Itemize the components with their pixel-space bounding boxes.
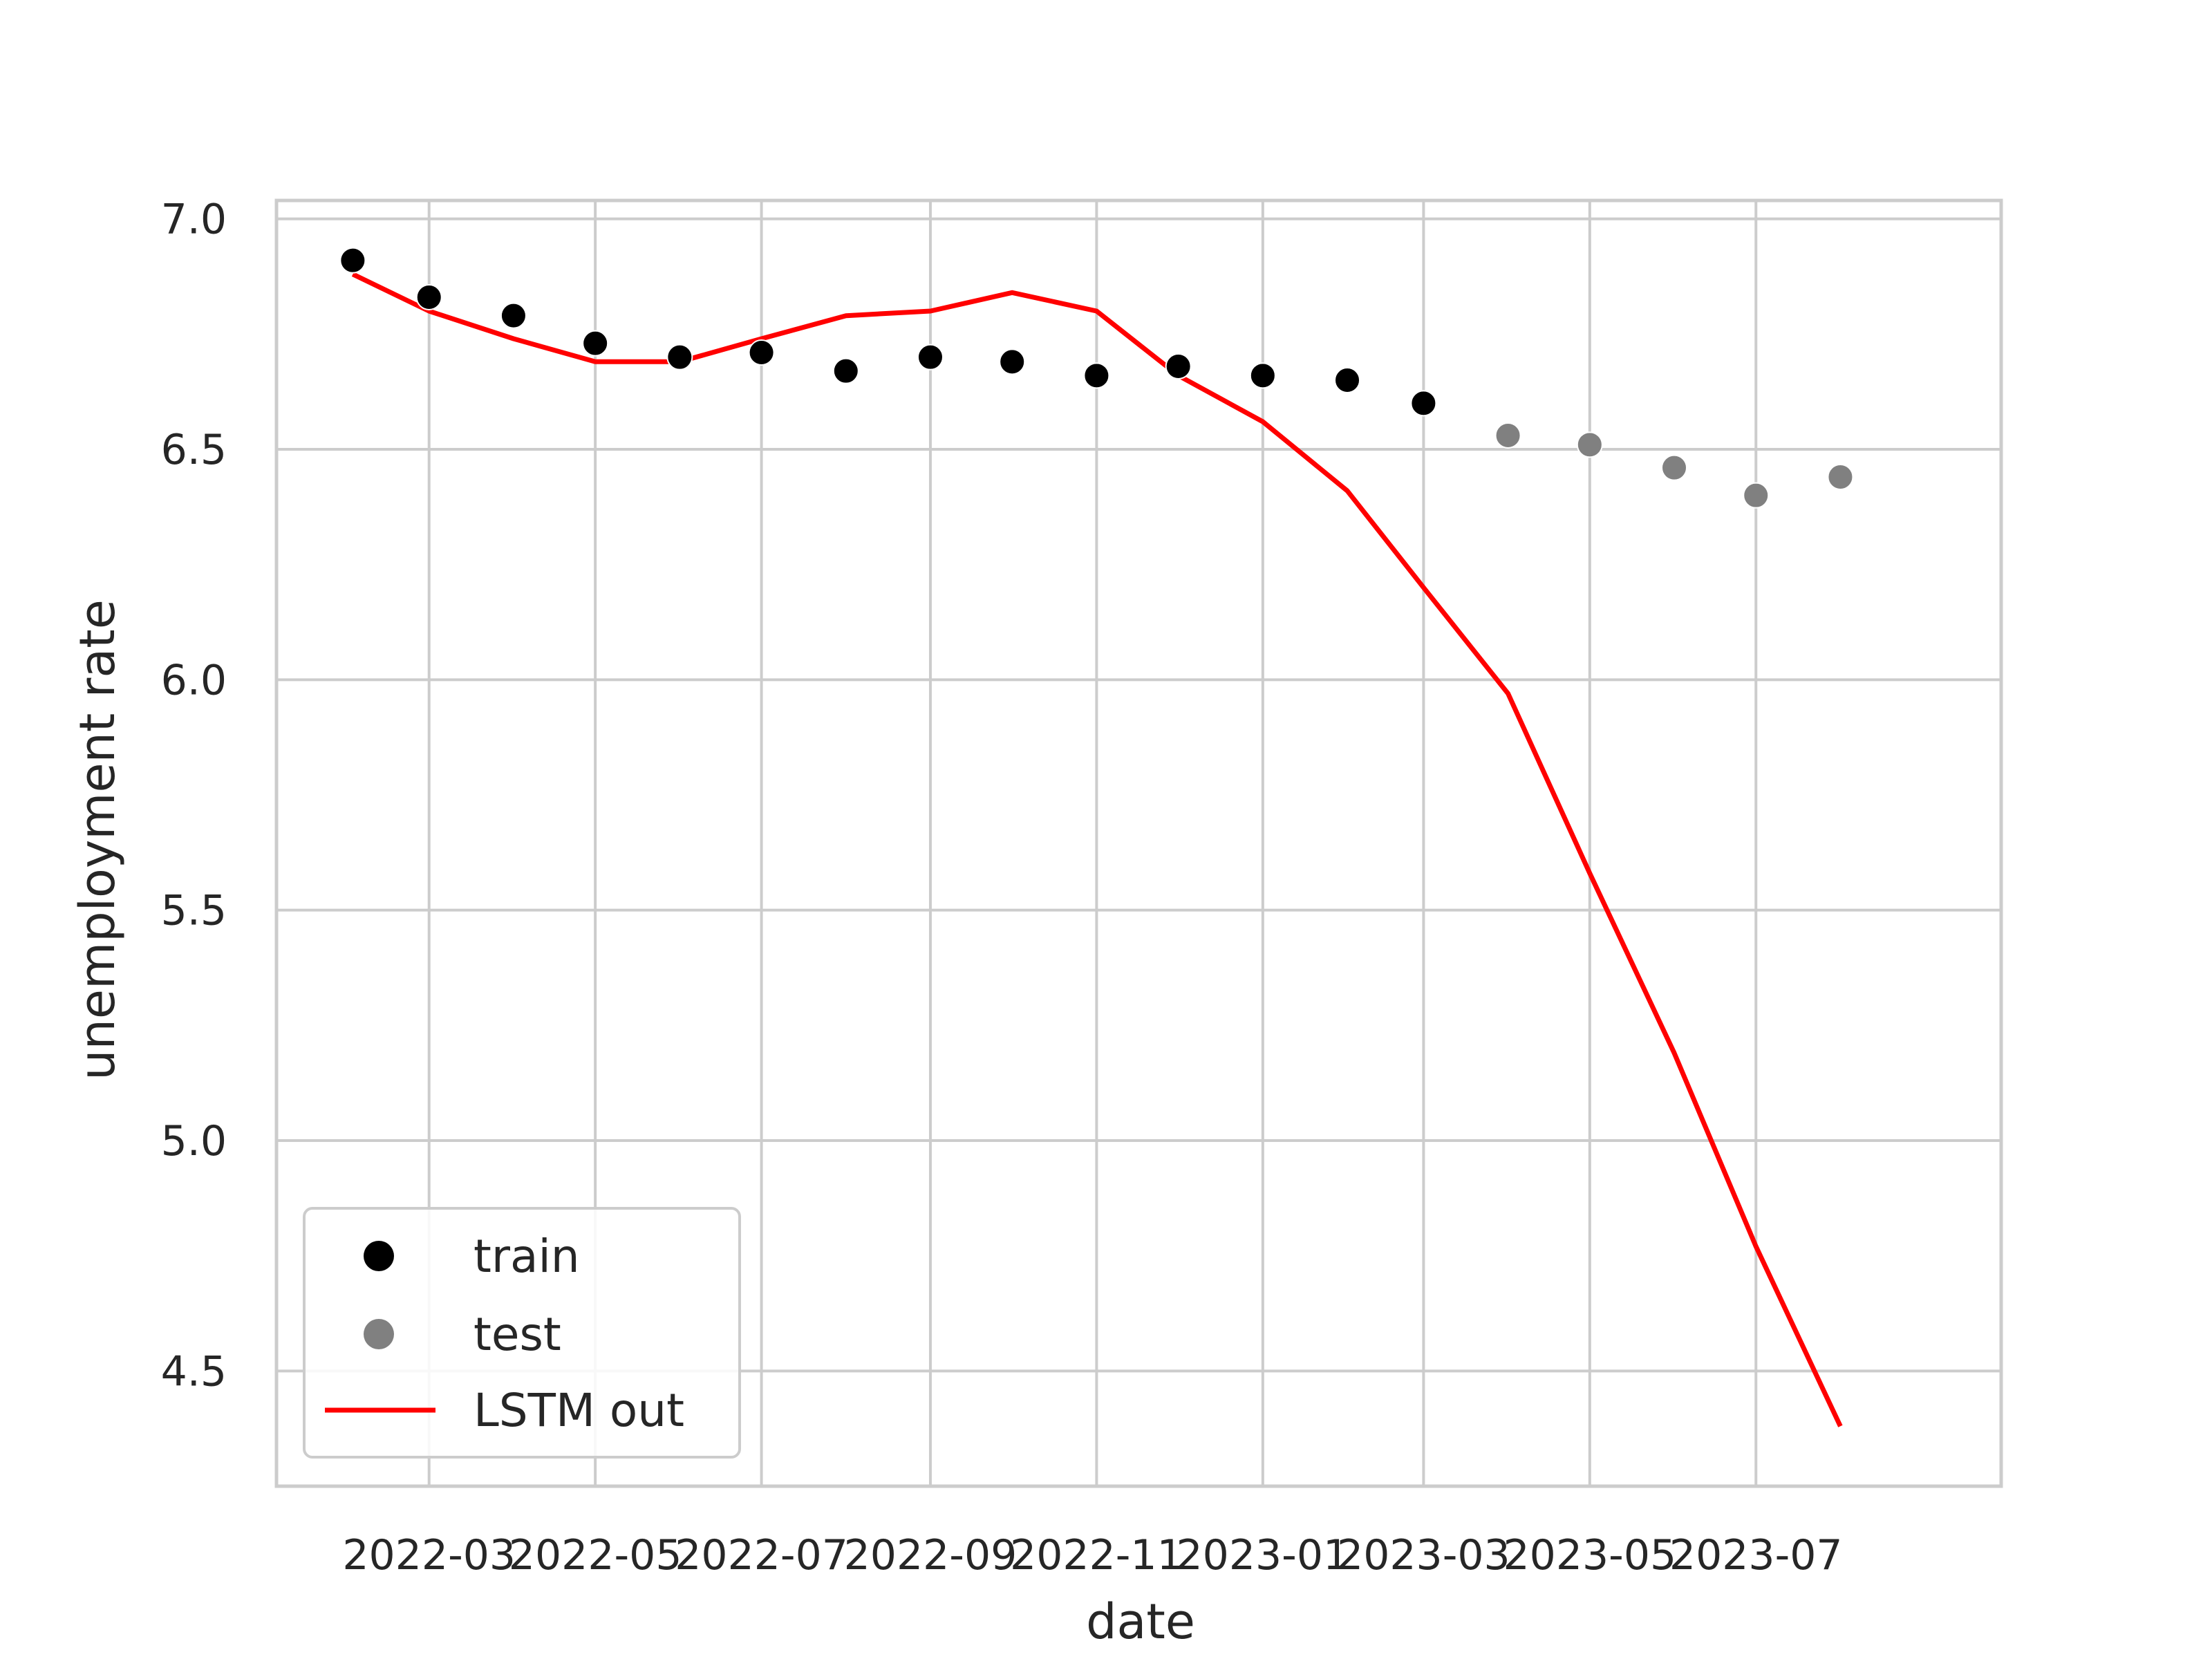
- train-point: [415, 284, 442, 310]
- x-tick-label: 2023-07: [1669, 1531, 1843, 1580]
- y-tick-label: 4.5: [161, 1347, 227, 1396]
- x-tick-label: 2022-11: [1010, 1531, 1183, 1580]
- train-point: [582, 330, 609, 357]
- x-axis-ticks: 2022-032022-052022-072022-092022-112023-…: [342, 1531, 1842, 1580]
- point-layer: [339, 247, 1854, 509]
- x-tick-label: 2022-07: [675, 1531, 848, 1580]
- legend-train-marker: [364, 1241, 394, 1271]
- line-layer: [351, 272, 1843, 1427]
- y-tick-label: 6.5: [161, 426, 227, 474]
- test-point: [1743, 482, 1770, 509]
- x-tick-label: 2022-09: [844, 1531, 1018, 1580]
- train-point: [1410, 390, 1437, 417]
- test-point: [1661, 454, 1688, 481]
- plot-frame: [274, 198, 2003, 1488]
- test-point: [1827, 464, 1854, 490]
- x-tick-label: 2023-05: [1503, 1531, 1676, 1580]
- x-axis-label: date: [1086, 1593, 1195, 1650]
- train-point: [1165, 353, 1192, 379]
- grid: [276, 200, 2001, 1486]
- test-point: [1576, 431, 1603, 458]
- train-point: [1083, 362, 1110, 389]
- y-axis-label: unemployment rate: [69, 599, 126, 1080]
- train-point: [1334, 367, 1361, 393]
- train-point: [917, 344, 944, 371]
- x-tick-label: 2023-01: [1176, 1531, 1349, 1580]
- y-tick-label: 5.0: [161, 1117, 227, 1165]
- legend-train-label: train: [474, 1230, 580, 1283]
- train-point: [500, 302, 527, 329]
- legend-lstm-out-label: LSTM out: [474, 1384, 684, 1437]
- x-tick-label: 2022-03: [342, 1531, 516, 1580]
- y-tick-label: 5.5: [161, 887, 227, 935]
- train-point: [999, 348, 1026, 375]
- legend-box: [303, 1207, 741, 1459]
- legend-test-label: test: [474, 1308, 561, 1361]
- train-point: [339, 247, 366, 274]
- y-axis-ticks: 4.5 5.0 5.5 6.0 6.5 7.0: [161, 196, 227, 1396]
- test-point: [1494, 422, 1521, 449]
- lstm-out-line: [351, 272, 1843, 1427]
- train-point: [748, 339, 775, 366]
- y-tick-label: 7.0: [161, 196, 227, 244]
- x-tick-label: 2023-03: [1337, 1531, 1510, 1580]
- train-point: [832, 357, 859, 384]
- legend-test-marker: [364, 1319, 394, 1349]
- train-point: [1249, 362, 1276, 389]
- y-tick-label: 6.0: [161, 656, 227, 704]
- legend: train test LSTM out: [303, 1207, 741, 1459]
- x-tick-label: 2022-05: [509, 1531, 682, 1580]
- train-point: [666, 344, 693, 371]
